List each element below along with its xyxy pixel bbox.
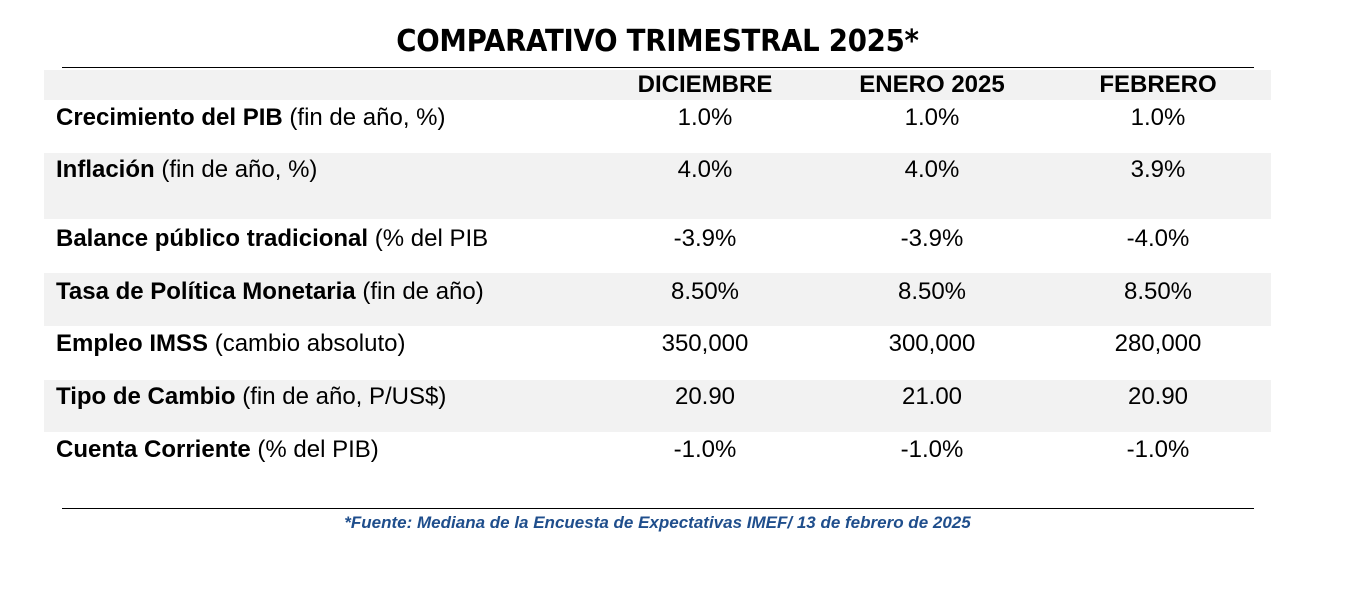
row-label-detail: (fin de año, P/US$) (235, 383, 447, 410)
cell-febrero: 20.90 (1127, 383, 1189, 410)
cell-diciembre: -3.9% (673, 225, 737, 252)
row-label-bold: Tipo de Cambio (56, 383, 236, 410)
cell-diciembre: -1.0% (673, 436, 737, 463)
cell-enero: 21.00 (901, 383, 963, 410)
cell-enero: 300,000 (888, 330, 976, 357)
header-band (44, 70, 1271, 100)
cell-febrero: 8.50% (1123, 278, 1193, 305)
row-label-bold: Tasa de Política Monetaria (56, 278, 356, 305)
cell-febrero: 3.9% (1130, 156, 1186, 183)
cell-diciembre: 1.0% (677, 104, 733, 131)
row-label-detail: (fin de año, %) (282, 104, 446, 131)
table-row: Crecimiento del PIB (fin de año, %) 1.0%… (0, 101, 1353, 135)
row-label: Cuenta Corriente (% del PIB) (56, 433, 379, 467)
row-label: Balance público tradicional (% del PIB (56, 222, 488, 256)
row-label-detail: (% del PIB (368, 225, 489, 252)
cell-diciembre: 20.90 (674, 383, 736, 410)
cell-febrero: 280,000 (1114, 330, 1202, 357)
column-header-febrero: FEBRERO (1099, 71, 1217, 98)
cell-enero: 8.50% (897, 278, 967, 305)
row-label: Inflación (fin de año, %) (56, 153, 317, 187)
row-label-detail: (fin de año, %) (154, 156, 318, 183)
row-label-detail: (fin de año) (355, 278, 484, 305)
table-row: Inflación (fin de año, %) 4.0% 4.0% 3.9% (0, 153, 1353, 187)
cell-enero: -3.9% (900, 225, 964, 252)
row-label: Crecimiento del PIB (fin de año, %) (56, 101, 445, 135)
table-row: Empleo IMSS (cambio absoluto) 350,000 30… (0, 327, 1353, 361)
cell-enero: 1.0% (904, 104, 960, 131)
row-label-bold: Empleo IMSS (56, 330, 209, 357)
cell-diciembre: 8.50% (670, 278, 740, 305)
row-label-bold: Cuenta Corriente (56, 436, 251, 463)
row-band-tipo-cambio (44, 380, 1271, 432)
column-header-diciembre: DICIEMBRE (637, 71, 773, 98)
table-row: Cuenta Corriente (% del PIB) -1.0% -1.0%… (0, 433, 1353, 467)
cell-enero: 4.0% (904, 156, 960, 183)
row-label-bold: Balance público tradicional (56, 225, 369, 252)
row-label-bold: Crecimiento del PIB (56, 104, 283, 131)
row-label: Tipo de Cambio (fin de año, P/US$) (56, 380, 446, 414)
source-footnote: *Fuente: Mediana de la Encuesta de Expec… (344, 513, 971, 532)
row-label: Empleo IMSS (cambio absoluto) (56, 327, 405, 361)
bottom-rule (62, 508, 1254, 509)
row-label: Tasa de Política Monetaria (fin de año) (56, 275, 484, 309)
cell-febrero: 1.0% (1130, 104, 1186, 131)
row-label-bold: Inflación (56, 156, 155, 183)
row-label-detail: (% del PIB) (250, 436, 379, 463)
cell-diciembre: 350,000 (661, 330, 749, 357)
row-label-detail: (cambio absoluto) (208, 330, 406, 357)
page-title: COMPARATIVO TRIMESTRAL 2025* (396, 24, 919, 59)
column-header-enero: ENERO 2025 (859, 71, 1005, 98)
table-row: Balance público tradicional (% del PIB -… (0, 222, 1353, 256)
cell-febrero: -4.0% (1126, 225, 1190, 252)
cell-enero: -1.0% (900, 436, 964, 463)
cell-diciembre: 4.0% (677, 156, 733, 183)
top-rule (62, 67, 1254, 68)
row-band-tasa (44, 273, 1271, 326)
table-row: Tasa de Política Monetaria (fin de año) … (0, 275, 1353, 309)
cell-febrero: -1.0% (1126, 436, 1190, 463)
table-row: Tipo de Cambio (fin de año, P/US$) 20.90… (0, 380, 1353, 414)
row-band-inflacion (44, 153, 1271, 219)
